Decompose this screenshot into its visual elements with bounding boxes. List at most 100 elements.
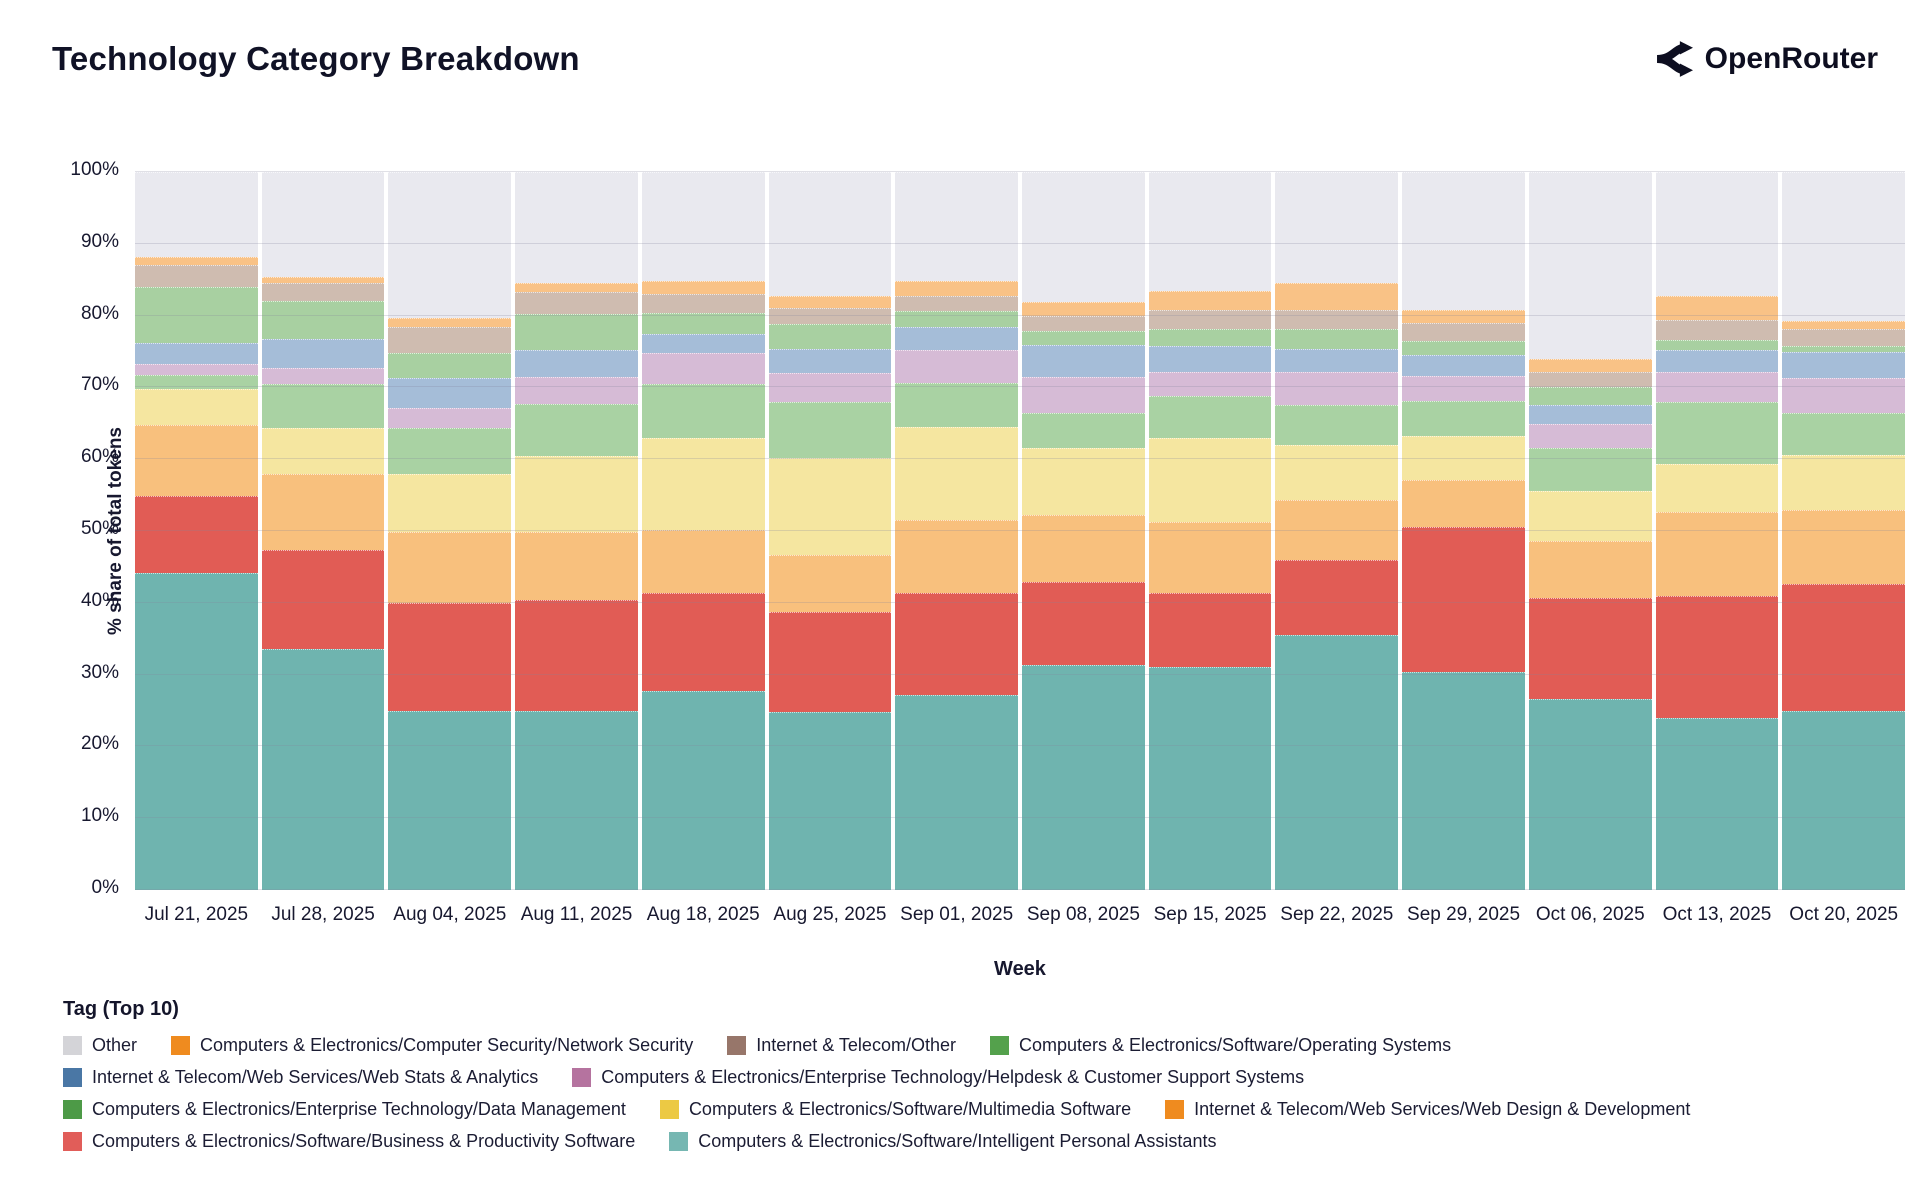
bar-segment[interactable] [135, 286, 258, 343]
bar-segment[interactable] [768, 612, 892, 712]
bar-segment[interactable] [515, 172, 638, 283]
bar-segment[interactable] [1402, 375, 1525, 402]
bar-segment[interactable] [1275, 444, 1399, 501]
bar-segment[interactable] [261, 549, 385, 649]
bar-segment[interactable] [1782, 172, 1906, 321]
bar-segment[interactable] [1528, 372, 1652, 387]
bar-segment[interactable] [515, 599, 638, 711]
bar-segment[interactable] [1528, 490, 1652, 542]
bar-segment[interactable] [388, 407, 512, 429]
bar-segment[interactable] [1402, 671, 1525, 890]
bar-segment[interactable] [1402, 480, 1525, 528]
bar-segment[interactable] [1148, 309, 1272, 329]
legend-item[interactable]: Computers & Electronics/Software/Intelli… [669, 1131, 1216, 1152]
bar-segment[interactable] [388, 602, 512, 712]
bar-segment[interactable] [1022, 331, 1145, 346]
bar-segment[interactable] [1402, 309, 1525, 323]
bar-segment[interactable] [1782, 510, 1906, 585]
bar-segment[interactable] [1022, 665, 1145, 890]
bar-segment[interactable] [135, 388, 258, 426]
bar-segment[interactable] [1782, 320, 1906, 330]
bar-segment[interactable] [1655, 350, 1779, 373]
bar-segment[interactable] [768, 348, 892, 374]
legend-item[interactable]: Computers & Electronics/Software/Busines… [63, 1131, 635, 1152]
bar-segment[interactable] [641, 529, 765, 594]
bar-segment[interactable] [1655, 319, 1779, 341]
bar-segment[interactable] [641, 280, 765, 295]
bar-segment[interactable] [1402, 340, 1525, 356]
bar-segment[interactable] [641, 353, 765, 384]
bar-segment[interactable] [768, 172, 892, 297]
bar-segment[interactable] [1782, 329, 1906, 346]
bar-segment[interactable] [1275, 172, 1399, 284]
bar-segment[interactable] [1148, 345, 1272, 373]
legend-item[interactable]: Internet & Telecom/Web Services/Web Desi… [1165, 1099, 1690, 1120]
bar-segment[interactable] [1528, 172, 1652, 360]
bar-segment[interactable] [515, 403, 638, 457]
bar-segment[interactable] [135, 256, 258, 265]
bar-segment[interactable] [1655, 401, 1779, 465]
bar-segment[interactable] [261, 427, 385, 474]
legend-item[interactable]: Computers & Electronics/Software/Operati… [989, 1035, 1451, 1056]
bar-segment[interactable] [515, 710, 638, 890]
bar-segment[interactable] [1655, 512, 1779, 597]
bar-segment[interactable] [641, 593, 765, 692]
bar-segment[interactable] [515, 350, 638, 378]
bar-segment[interactable] [1022, 316, 1145, 332]
bar-segment[interactable] [1275, 404, 1399, 445]
bar-segment[interactable] [895, 694, 1019, 890]
bar-segment[interactable] [895, 350, 1019, 384]
bar-segment[interactable] [641, 383, 765, 439]
bar-segment[interactable] [641, 333, 765, 353]
bar-segment[interactable] [1655, 464, 1779, 513]
bar-segment[interactable] [641, 438, 765, 530]
bar-segment[interactable] [388, 317, 512, 328]
bar-segment[interactable] [1148, 172, 1272, 292]
bar-segment[interactable] [1275, 283, 1399, 310]
bar-segment[interactable] [1782, 351, 1906, 379]
bar-segment[interactable] [1275, 560, 1399, 636]
bar-segment[interactable] [515, 531, 638, 600]
bar-segment[interactable] [1402, 172, 1525, 310]
bar-segment[interactable] [895, 383, 1019, 427]
legend-item[interactable]: Computers & Electronics/Enterprise Techn… [63, 1099, 626, 1120]
bar-segment[interactable] [1655, 172, 1779, 297]
bar-segment[interactable] [135, 425, 258, 496]
bar-segment[interactable] [388, 711, 512, 890]
bar-segment[interactable] [1655, 717, 1779, 890]
bar-segment[interactable] [768, 401, 892, 458]
bar-segment[interactable] [515, 291, 638, 314]
bar-segment[interactable] [1275, 500, 1399, 561]
bar-segment[interactable] [1782, 584, 1906, 712]
bar-segment[interactable] [135, 375, 258, 389]
bar-segment[interactable] [1528, 424, 1652, 448]
bar-segment[interactable] [1782, 413, 1906, 455]
bar-segment[interactable] [1148, 291, 1272, 310]
bar-segment[interactable] [1022, 172, 1145, 303]
bar-segment[interactable] [768, 308, 892, 324]
bar-segment[interactable] [1782, 711, 1906, 890]
bar-segment[interactable] [1655, 296, 1779, 320]
bar-segment[interactable] [1528, 404, 1652, 425]
bar-segment[interactable] [1022, 302, 1145, 317]
bar-segment[interactable] [1402, 355, 1525, 376]
bar-segment[interactable] [768, 323, 892, 349]
bar-segment[interactable] [135, 573, 258, 890]
bar-segment[interactable] [1275, 635, 1399, 890]
bar-segment[interactable] [895, 280, 1019, 296]
bar-segment[interactable] [895, 310, 1019, 328]
bar-segment[interactable] [641, 294, 765, 313]
bar-segment[interactable] [388, 531, 512, 603]
legend-item[interactable]: Computers & Electronics/Computer Securit… [171, 1035, 693, 1056]
bar-segment[interactable] [1148, 396, 1272, 438]
bar-segment[interactable] [1275, 329, 1399, 350]
bar-segment[interactable] [895, 519, 1019, 594]
bar-segment[interactable] [1022, 582, 1145, 666]
bar-segment[interactable] [895, 426, 1019, 520]
bar-segment[interactable] [1528, 386, 1652, 405]
bar-segment[interactable] [1528, 541, 1652, 598]
bar-segment[interactable] [641, 172, 765, 281]
legend-item[interactable]: Internet & Telecom/Web Services/Web Stat… [63, 1067, 538, 1088]
bar-segment[interactable] [768, 373, 892, 402]
bar-segment[interactable] [1782, 378, 1906, 414]
